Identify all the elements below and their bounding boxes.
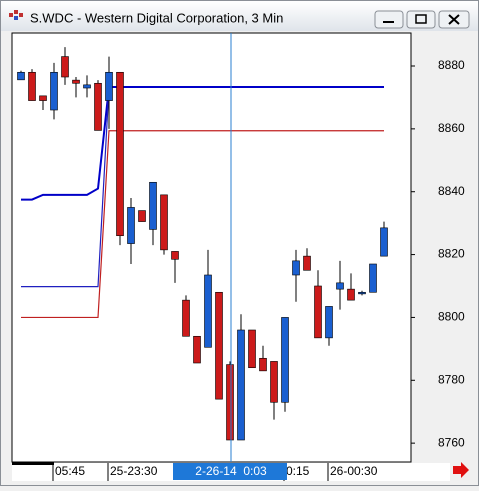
candle-body [61,56,69,78]
x-tick-label: 0:15 [286,464,310,478]
indicator-line [21,87,110,288]
candle-body [369,263,377,293]
candle-body [149,181,157,230]
candle-body [127,207,135,244]
candle-body [259,357,267,372]
y-tick-label: 8760 [438,435,465,449]
candle-body [182,299,190,337]
candle-body [270,361,278,403]
y-tick-label: 8840 [438,184,465,198]
indicator-line [21,130,384,319]
candle-body [314,285,322,339]
candle-body [325,306,333,339]
candle-body [193,335,201,364]
x-tick-label: 05:45 [55,464,85,478]
candle-body [28,71,36,101]
candle-body [292,260,300,276]
y-tick-label: 8820 [438,247,465,261]
indicator-line [21,86,384,201]
candle-body [347,288,355,301]
candle-body [72,79,80,84]
candle-body [39,95,47,101]
candle-body [237,329,245,441]
candle-body [50,71,58,111]
y-tick-label: 8860 [438,121,465,135]
candle-body [94,82,102,131]
candle-body [281,317,289,403]
candle-body [336,282,344,290]
candle-body [303,255,311,271]
y-tick-label: 8800 [438,310,465,324]
cursor-label-box [173,463,287,480]
candle-body [160,194,168,251]
candle-body [17,71,25,81]
y-tick-label: 8780 [438,372,465,386]
plot-area [11,32,412,463]
candle-body [358,291,366,295]
plot: 8760 8780 8800 8820 8840 8860 8880 [17,33,465,462]
candle-body [116,71,124,237]
app-icon [9,10,23,20]
x-tick-label: 26-00:30 [330,464,378,478]
candle-body [83,84,91,89]
cursor-label: 2-26-14 0:03 [195,464,267,478]
candle-body [204,274,212,348]
candle-body [171,251,179,260]
scroll-indicator [12,462,54,465]
scroll-arrow[interactable] [453,462,469,478]
y-tick-label: 8880 [438,58,465,72]
x-tick-label: 25-23:30 [110,464,158,478]
candle-body [105,71,113,101]
candle-body [226,364,234,441]
window-title: S.WDC - Western Digital Corporation, 3 M… [30,10,283,25]
candle-body [138,210,146,222]
candle-body [248,329,256,369]
window-buttons[interactable] [374,10,470,29]
candle-body [380,227,388,257]
candle-body [215,291,223,400]
